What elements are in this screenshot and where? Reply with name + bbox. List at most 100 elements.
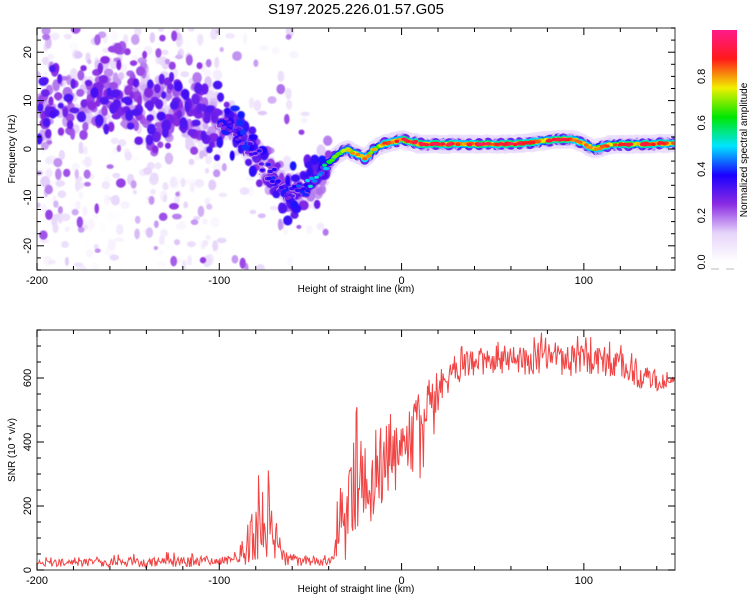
spectrogram-ridge-cell — [220, 126, 226, 131]
spectrogram-cell — [49, 64, 56, 73]
spectrogram-cell — [215, 29, 220, 34]
spectrogram-cell — [199, 257, 207, 264]
spectrogram-cell — [57, 127, 65, 136]
spectrogram-ridge-cell — [232, 133, 238, 137]
spectrogram-cell — [168, 61, 176, 70]
spectrogram-cell — [250, 77, 256, 85]
spectrogram-cell — [176, 109, 183, 119]
spectrogram-cell — [187, 128, 197, 137]
spectrogram-ridge-cell — [366, 154, 372, 158]
spectrogram-ridge-cell — [593, 147, 599, 151]
spectrogram-ridge-cell — [382, 141, 388, 145]
spectrogram-cell — [79, 129, 88, 140]
spectrogram-cell — [47, 53, 55, 61]
spectrogram-cell — [267, 62, 275, 67]
spectrogram-cell — [239, 187, 250, 195]
spectrogram-ridge-cell — [317, 173, 322, 177]
x-tick-label: 0 — [399, 575, 405, 587]
spectrogram-cell — [116, 224, 124, 236]
spectrogram-cell — [119, 63, 128, 73]
spectrogram-ridge-cell — [336, 151, 341, 156]
spectrogram-cell — [88, 218, 95, 229]
spectrogram-ridge-cell — [650, 142, 656, 147]
colorbar-tick-label: 0.8 — [696, 69, 708, 84]
spectrogram-cell — [97, 62, 104, 74]
spectrogram-cell — [283, 227, 289, 236]
spectrogram-ridge-cell — [547, 139, 553, 143]
spectrogram-cell — [154, 162, 162, 170]
spectrogram-cell — [298, 129, 305, 135]
spectrogram-cell — [94, 203, 100, 214]
chart-title: S197.2025.226.01.57.G05 — [268, 1, 444, 18]
spectrogram-cell — [107, 238, 117, 251]
spectrogram-cell — [203, 69, 211, 77]
spectrogram-cell — [190, 146, 199, 155]
spectrogram-cell — [58, 149, 66, 161]
spectrogram-cell — [218, 192, 228, 198]
spectrogram-ridge-cell — [226, 120, 232, 124]
spectrogram-ridge-cell — [283, 184, 288, 188]
spectrogram-cell — [84, 181, 91, 187]
spectrogram-cell — [289, 50, 299, 59]
spectrogram-ridge-cell — [252, 151, 258, 155]
spectrogram-cell — [61, 213, 71, 222]
spectrogram-cell — [123, 34, 129, 45]
spectrogram-cell — [75, 180, 80, 192]
spectrogram-cell — [266, 109, 275, 121]
spectrogram-cell — [266, 218, 274, 228]
spectrogram-cell — [40, 176, 51, 188]
spectrogram-ridge-cell — [466, 142, 472, 146]
spectrogram-cell — [44, 184, 53, 195]
spectrogram-cell — [157, 141, 164, 149]
spectrogram-cell — [202, 218, 208, 225]
spectrogram-cell — [230, 105, 240, 112]
spectrogram-cell — [134, 228, 140, 240]
spectrogram-cell — [249, 68, 256, 75]
spectrogram-cell — [87, 59, 92, 65]
spectrogram-cell — [102, 142, 109, 153]
spectrogram-cell — [310, 154, 320, 165]
spectrogram-cell — [91, 262, 100, 270]
spectrogram-cell — [76, 88, 85, 97]
spectrogram-cell — [82, 121, 89, 132]
spectrogram-cell — [205, 58, 212, 68]
x-tick-label: -100 — [208, 575, 230, 587]
spectrogram-cell — [92, 214, 99, 219]
spectrogram-cell — [205, 234, 211, 240]
spectrogram-cell — [94, 114, 104, 127]
spectrogram-cell — [155, 48, 162, 58]
spectrogram-cell — [170, 255, 178, 267]
spectrogram-cell — [253, 59, 259, 68]
spectrogram-ridge-cell — [224, 127, 230, 132]
spectrogram-cell — [277, 70, 285, 82]
spectrogram-cell — [131, 54, 139, 61]
spectrogram-cell — [93, 243, 99, 250]
spectrogram-ridge-cell — [498, 142, 504, 146]
spectrogram-ridge-cell — [617, 143, 623, 147]
spectrogram-cell — [224, 107, 231, 115]
spectrogram-cell — [83, 156, 92, 168]
spectrogram-ridge-cell — [329, 158, 334, 162]
spectrogram-ridge-cell — [355, 152, 361, 157]
spectrogram-cell — [210, 216, 220, 228]
spectrogram-cell — [47, 259, 56, 265]
spectrogram-cell — [197, 33, 204, 46]
spectrogram-cell — [153, 245, 159, 251]
spectrogram-cell — [184, 100, 190, 113]
spectrogram-cell — [225, 33, 235, 39]
y-tick-label: 10 — [22, 94, 34, 106]
spectrogram-cell — [94, 248, 101, 253]
spectrogram-cell — [180, 177, 186, 188]
spectrogram-cell — [80, 99, 88, 108]
spectrogram-ridge-cell — [296, 184, 301, 188]
colorbar-gradient — [712, 30, 737, 262]
spectrogram-cell — [137, 95, 143, 107]
spectrogram-cell — [134, 215, 141, 224]
spectrogram-ridge-cell — [599, 144, 605, 148]
spectrogram-ridge-cell — [412, 141, 418, 145]
spectrogram-cell — [173, 239, 181, 246]
spectrogram-cell — [158, 212, 168, 221]
spectrogram-ridge-cell — [259, 168, 265, 172]
